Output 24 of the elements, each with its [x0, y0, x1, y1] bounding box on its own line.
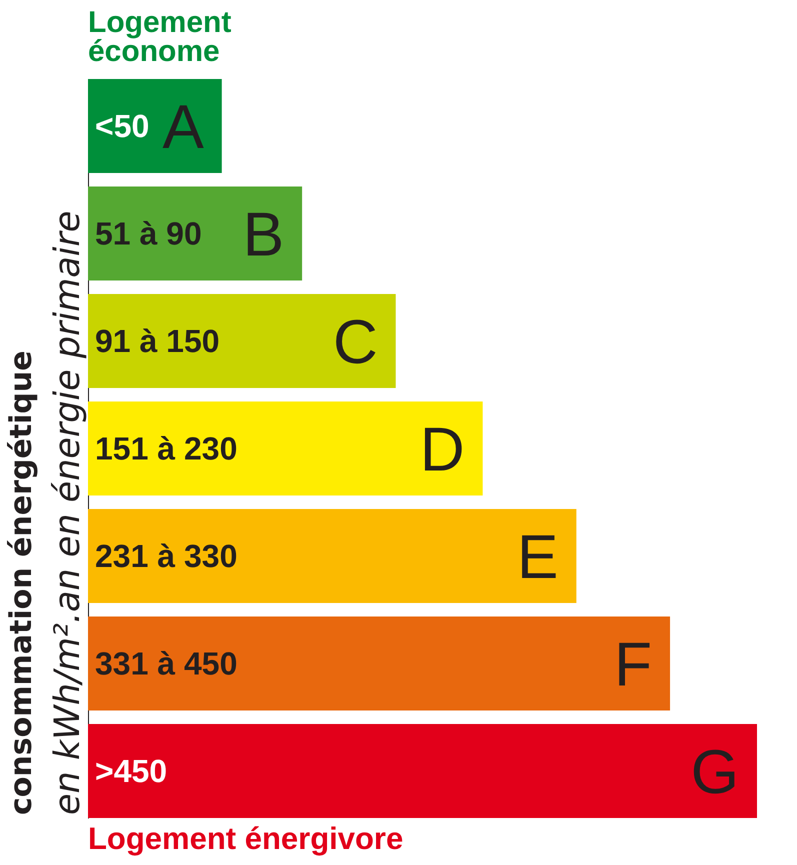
bar	[88, 79, 222, 173]
y-tick-label: C	[332, 308, 378, 377]
bar	[88, 186, 302, 280]
y-tick-label: D	[420, 416, 465, 484]
y-tick-label: B	[242, 200, 284, 270]
annotation: 51 à 90	[95, 215, 202, 252]
annotation: >450	[95, 753, 168, 790]
annotation: 331 à 450	[95, 646, 238, 682]
y-tick-label: F	[614, 630, 652, 700]
bar	[88, 509, 576, 603]
y-tick-label: A	[162, 92, 204, 162]
bar	[88, 616, 670, 710]
bar	[88, 402, 483, 496]
chart-title: Logement économe	[88, 6, 232, 68]
annotation: 151 à 230	[95, 430, 238, 466]
y-tick-label: G	[690, 738, 739, 808]
annotation: 91 à 150	[95, 322, 220, 359]
text: Logement énergivore	[88, 821, 404, 856]
y-axis-title: consommation énergétique en kWh/m².an en énergie primaire	[4, 210, 88, 815]
bar	[88, 294, 396, 388]
bar	[88, 724, 757, 818]
annotation: <50	[95, 108, 150, 144]
annotation: 231 à 330	[95, 538, 238, 574]
y-tick-label: E	[517, 523, 558, 592]
